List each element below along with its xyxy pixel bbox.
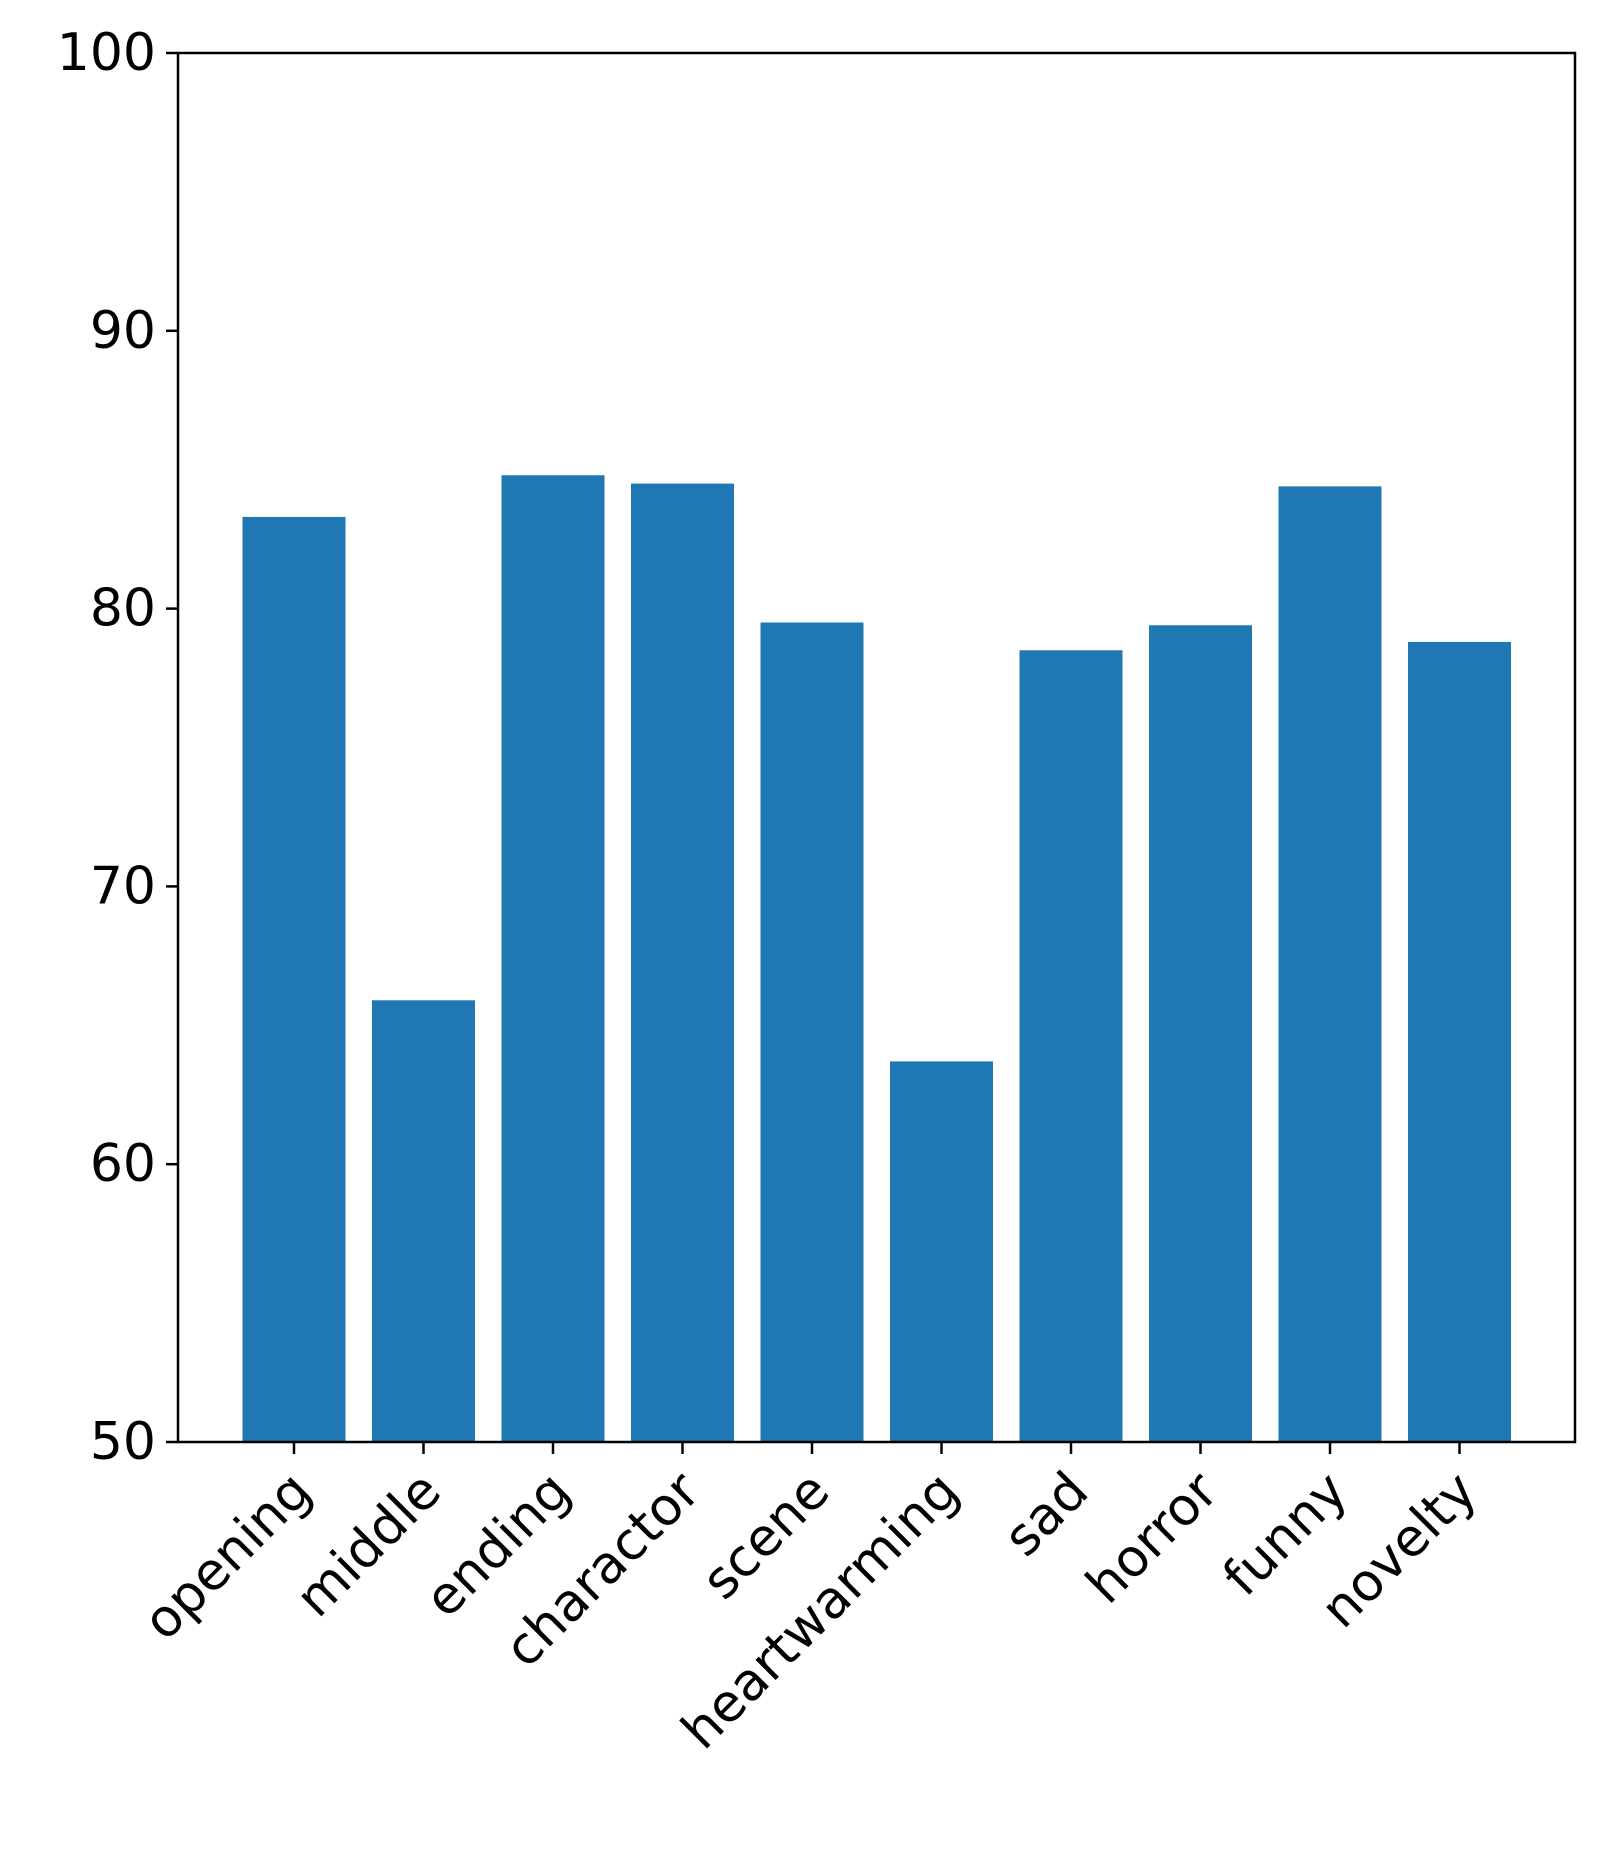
plot-frame <box>176 51 1577 1444</box>
bar-middle <box>372 1000 475 1442</box>
y-tick-label: 80 <box>90 579 156 639</box>
x-tick-label: sad <box>993 1461 1100 1568</box>
y-tick-label: 60 <box>90 1134 156 1194</box>
x-tick-label: opening <box>132 1461 323 1652</box>
bars-group <box>242 475 1511 1443</box>
y-tick-label: 50 <box>90 1412 156 1472</box>
y-tick-label: 100 <box>57 23 156 83</box>
y-axis: 50 60 70 80 90 100 <box>57 23 178 1472</box>
x-tick-label: horror <box>1075 1460 1230 1615</box>
x-tick-label: middle <box>285 1461 453 1629</box>
bar-heartwarming <box>890 1061 993 1442</box>
bar-scene <box>760 622 864 1442</box>
y-tick-label: 90 <box>90 301 156 361</box>
bar-horror <box>1149 625 1252 1442</box>
bar-funny <box>1278 486 1382 1442</box>
bar-novelty <box>1408 641 1511 1442</box>
y-tick-label: 70 <box>90 856 156 916</box>
bar-sad <box>1019 650 1123 1442</box>
x-axis: openingmiddleendingcharactorsceneheartwa… <box>132 1442 1489 1761</box>
bar-opening <box>242 516 346 1442</box>
bar-ending <box>501 475 605 1443</box>
bar-charactor <box>631 483 734 1443</box>
